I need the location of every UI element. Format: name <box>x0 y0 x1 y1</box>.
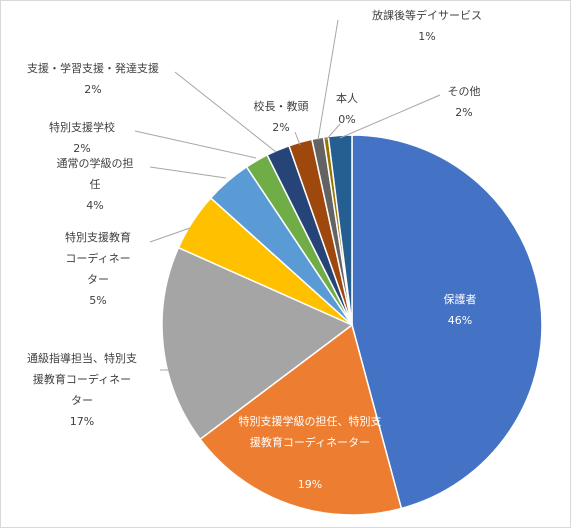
data-label-5: 特別支援学校 2% <box>49 120 115 155</box>
data-label-1: 特別支援学級の担任、特別支援教育コーディネーター 19% <box>239 414 382 491</box>
data-label-2: 通級指導担当、特別支援教育コーディネーター 17% <box>27 351 137 428</box>
leader-line-3 <box>149 227 191 243</box>
leader-line-9 <box>325 123 341 141</box>
pie-slice-1 <box>199 323 403 516</box>
data-label-7: 校長・教頭 2% <box>254 99 309 134</box>
leader-line-5 <box>134 130 257 159</box>
data-label-9: 本人 0% <box>336 91 358 126</box>
data-label-8: 放課後等デイサービス 1% <box>372 8 482 43</box>
data-label-6: 支援・学習支援・発達支援 2% <box>27 61 159 96</box>
pie-slice-0 <box>351 134 543 510</box>
leader-line-7 <box>294 131 301 146</box>
data-label-0: 保護者 46% <box>444 292 477 327</box>
pie-slice-10 <box>327 134 353 326</box>
data-label-4: 通常の学級の担任 4% <box>57 156 134 212</box>
leader-line-8 <box>317 19 339 141</box>
leader-line-10 <box>339 94 441 139</box>
data-label-3: 特別支援教育コーディネーター 5% <box>65 230 131 307</box>
pie-slice-2 <box>161 246 354 441</box>
data-label-10: その他 2% <box>448 85 481 119</box>
leader-line-4 <box>149 166 227 179</box>
leader-line-6 <box>174 71 277 153</box>
